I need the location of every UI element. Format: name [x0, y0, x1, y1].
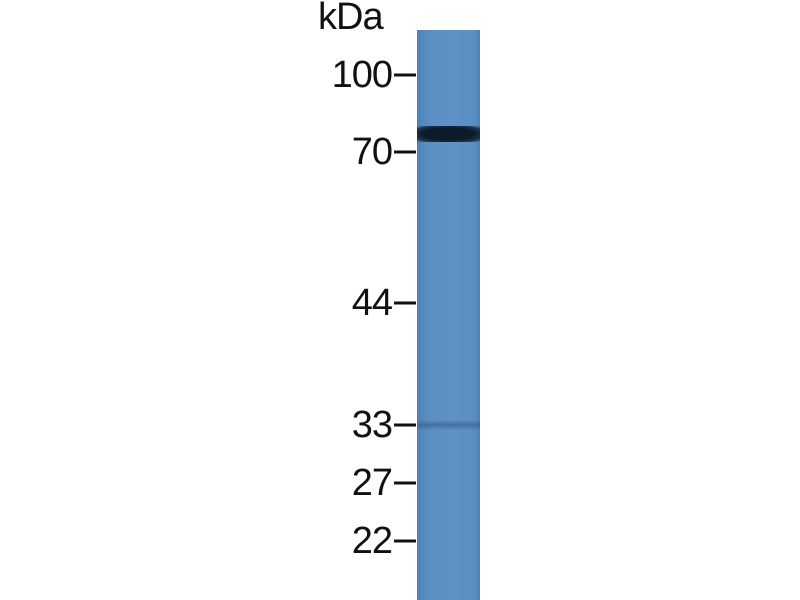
marker-label: 44 [351, 282, 393, 324]
marker-tick [394, 423, 416, 427]
marker-tick [394, 539, 416, 543]
marker-tick [394, 73, 416, 77]
marker-tick [394, 481, 416, 485]
protein-band [417, 126, 480, 143]
marker-label: 70 [351, 131, 393, 173]
marker-label: 33 [351, 404, 393, 446]
marker-label: 22 [351, 520, 393, 562]
marker-label: 27 [351, 462, 393, 504]
marker-label: 100 [331, 54, 393, 96]
protein-band [417, 420, 480, 430]
marker-tick [394, 301, 416, 305]
blot-lane [417, 30, 480, 600]
marker-tick [394, 150, 416, 154]
unit-label: kDa [318, 0, 384, 38]
